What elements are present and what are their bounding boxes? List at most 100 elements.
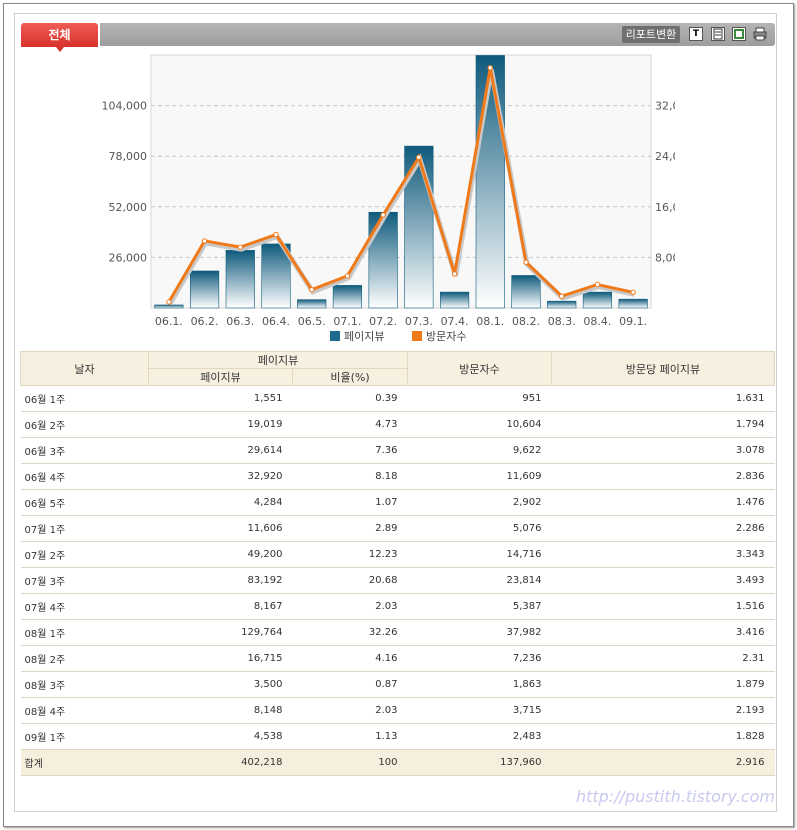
y-right-tick-label: 32,000: [655, 100, 675, 113]
cell-date: 06월 2주: [20, 411, 149, 438]
cell-per-visit: 1.476: [551, 489, 775, 516]
total-ratio: 100: [292, 749, 408, 776]
cell-ratio: 4.73: [292, 411, 408, 438]
total-per-visit: 2.916: [551, 749, 775, 776]
bar: [154, 304, 184, 309]
cell-visitors: 5,387: [407, 593, 552, 620]
header-ratio[interactable]: 비율(%): [292, 368, 408, 386]
bar: [475, 55, 505, 309]
cell-date: 06월 4주: [20, 463, 149, 490]
table-row: 06월 4주 32,920 8.18 11,609 2.836: [20, 463, 775, 490]
table-row: 07월 1주 11,606 2.89 5,076 2.286: [20, 515, 775, 542]
cell-date: 07월 3주: [20, 567, 149, 594]
cell-ratio: 20.68: [292, 567, 408, 594]
text-export-icon[interactable]: T: [689, 27, 703, 41]
line-point: [630, 289, 636, 295]
y-right-tick-label: 24,000: [655, 150, 675, 163]
table-row: 06월 1주 1,551 0.39 951 1.631: [20, 385, 775, 412]
cell-visitors: 951: [407, 385, 552, 412]
line-point: [344, 273, 351, 279]
x-tick-label: 09.1.: [619, 315, 647, 328]
tab-all[interactable]: 전체: [21, 23, 98, 52]
header-visitors[interactable]: 방문자수: [407, 351, 552, 386]
bar: [547, 300, 577, 309]
line-point: [309, 286, 315, 293]
cell-ratio: 32.26: [292, 619, 408, 646]
cell-visitors: 5,076: [407, 515, 552, 542]
cell-pageview: 32,920: [148, 463, 293, 490]
cell-pageview: 3,500: [148, 671, 293, 698]
chart-legend: 페이지뷰 방문자수: [330, 330, 466, 343]
cell-ratio: 12.23: [292, 541, 408, 568]
y-right-tick-label: 16,000: [655, 201, 675, 214]
x-tick-label: 07.2.: [369, 315, 397, 328]
y-right-tick-label: 8,000: [655, 251, 675, 264]
x-tick-label: 08.1.: [476, 315, 504, 328]
cell-pageview: 8,167: [148, 593, 293, 620]
x-tick-label: 07.1.: [333, 315, 361, 328]
header-pageview-group: 페이지뷰: [148, 351, 408, 369]
cell-date: 06월 1주: [20, 385, 149, 412]
header-date[interactable]: 날자: [20, 351, 149, 386]
visitor-line: [167, 67, 634, 303]
bar: [332, 285, 363, 309]
header-pageview[interactable]: 페이지뷰: [148, 368, 293, 386]
cell-pageview: 49,200: [148, 541, 293, 568]
report-convert-button[interactable]: 리포트변환: [622, 26, 680, 43]
cell-date: 09월 1주: [20, 723, 149, 750]
bar: [225, 250, 255, 309]
line-point: [451, 271, 458, 277]
bar: [582, 291, 613, 309]
chart: 26,000 52,000 78,000 104,000 8,000 16,000 24,0…: [102, 54, 676, 343]
line-point: [237, 244, 243, 250]
cell-ratio: 2.03: [292, 697, 408, 724]
cell-per-visit: 2.31: [551, 645, 775, 672]
line-point: [559, 293, 565, 299]
table-row: 08월 4주 8,148 2.03 3,715 2.193: [20, 697, 775, 724]
legend-swatch-visitors: [412, 331, 422, 341]
document-export-icon[interactable]: [711, 27, 725, 41]
cell-pageview: 4,538: [148, 723, 293, 750]
bar: [618, 298, 648, 309]
chart-axes: 26,000 52,000 78,000 104,000 8,000 16,000 24,0…: [102, 100, 676, 328]
table-row: 08월 1주 129,764 32.26 37,982 3.416: [20, 619, 775, 646]
cell-date: 08월 1주: [20, 619, 149, 646]
x-tick-label: 08.2.: [512, 315, 540, 328]
header-per-visit[interactable]: 방문당 페이지뷰: [551, 351, 775, 386]
cell-visitors: 10,604: [407, 411, 552, 438]
cell-ratio: 2.03: [292, 593, 408, 620]
cell-per-visit: 3.078: [551, 437, 775, 464]
print-icon[interactable]: [753, 27, 767, 41]
cell-date: 06월 3주: [20, 437, 149, 464]
cell-pageview: 1,551: [148, 385, 293, 412]
excel-glyph: [734, 29, 744, 39]
cell-pageview: 129,764: [148, 619, 293, 646]
table-body: 06월 1주 1,551 0.39 951 1.631 06월 2주 19,019 4.73 1…: [20, 385, 775, 776]
cell-pageview: 8,148: [148, 697, 293, 724]
cell-per-visit: 1.631: [551, 385, 775, 412]
cell-pageview: 19,019: [148, 411, 293, 438]
bar: [368, 211, 398, 309]
legend-label-pageview: 페이지뷰: [344, 330, 384, 343]
cell-visitors: 37,982: [407, 619, 552, 646]
cell-date: 06월 5주: [20, 489, 149, 516]
bar: [189, 270, 220, 309]
cell-visitors: 3,715: [407, 697, 552, 724]
x-tick-label: 06.5.: [298, 315, 326, 328]
table-row: 09월 1주 4,538 1.13 2,483 1.828: [20, 723, 775, 750]
line-point: [487, 65, 493, 71]
line-point: [273, 231, 279, 238]
x-tick-label: 08.3.: [548, 315, 576, 328]
cell-pageview: 16,715: [148, 645, 293, 672]
cell-pageview: 83,192: [148, 567, 293, 594]
cell-date: 08월 4주: [20, 697, 149, 724]
cell-ratio: 0.87: [292, 671, 408, 698]
line-point: [166, 299, 172, 305]
cell-ratio: 0.39: [292, 385, 408, 412]
table-total-row: 합계 402,218 100 137,960 2.916: [20, 749, 775, 776]
cell-pageview: 11,606: [148, 515, 293, 542]
y-left-tick-label: 78,000: [109, 150, 148, 163]
x-tick-label: 07.3.: [405, 315, 433, 328]
excel-export-icon[interactable]: [732, 27, 746, 41]
line-point: [380, 212, 386, 218]
